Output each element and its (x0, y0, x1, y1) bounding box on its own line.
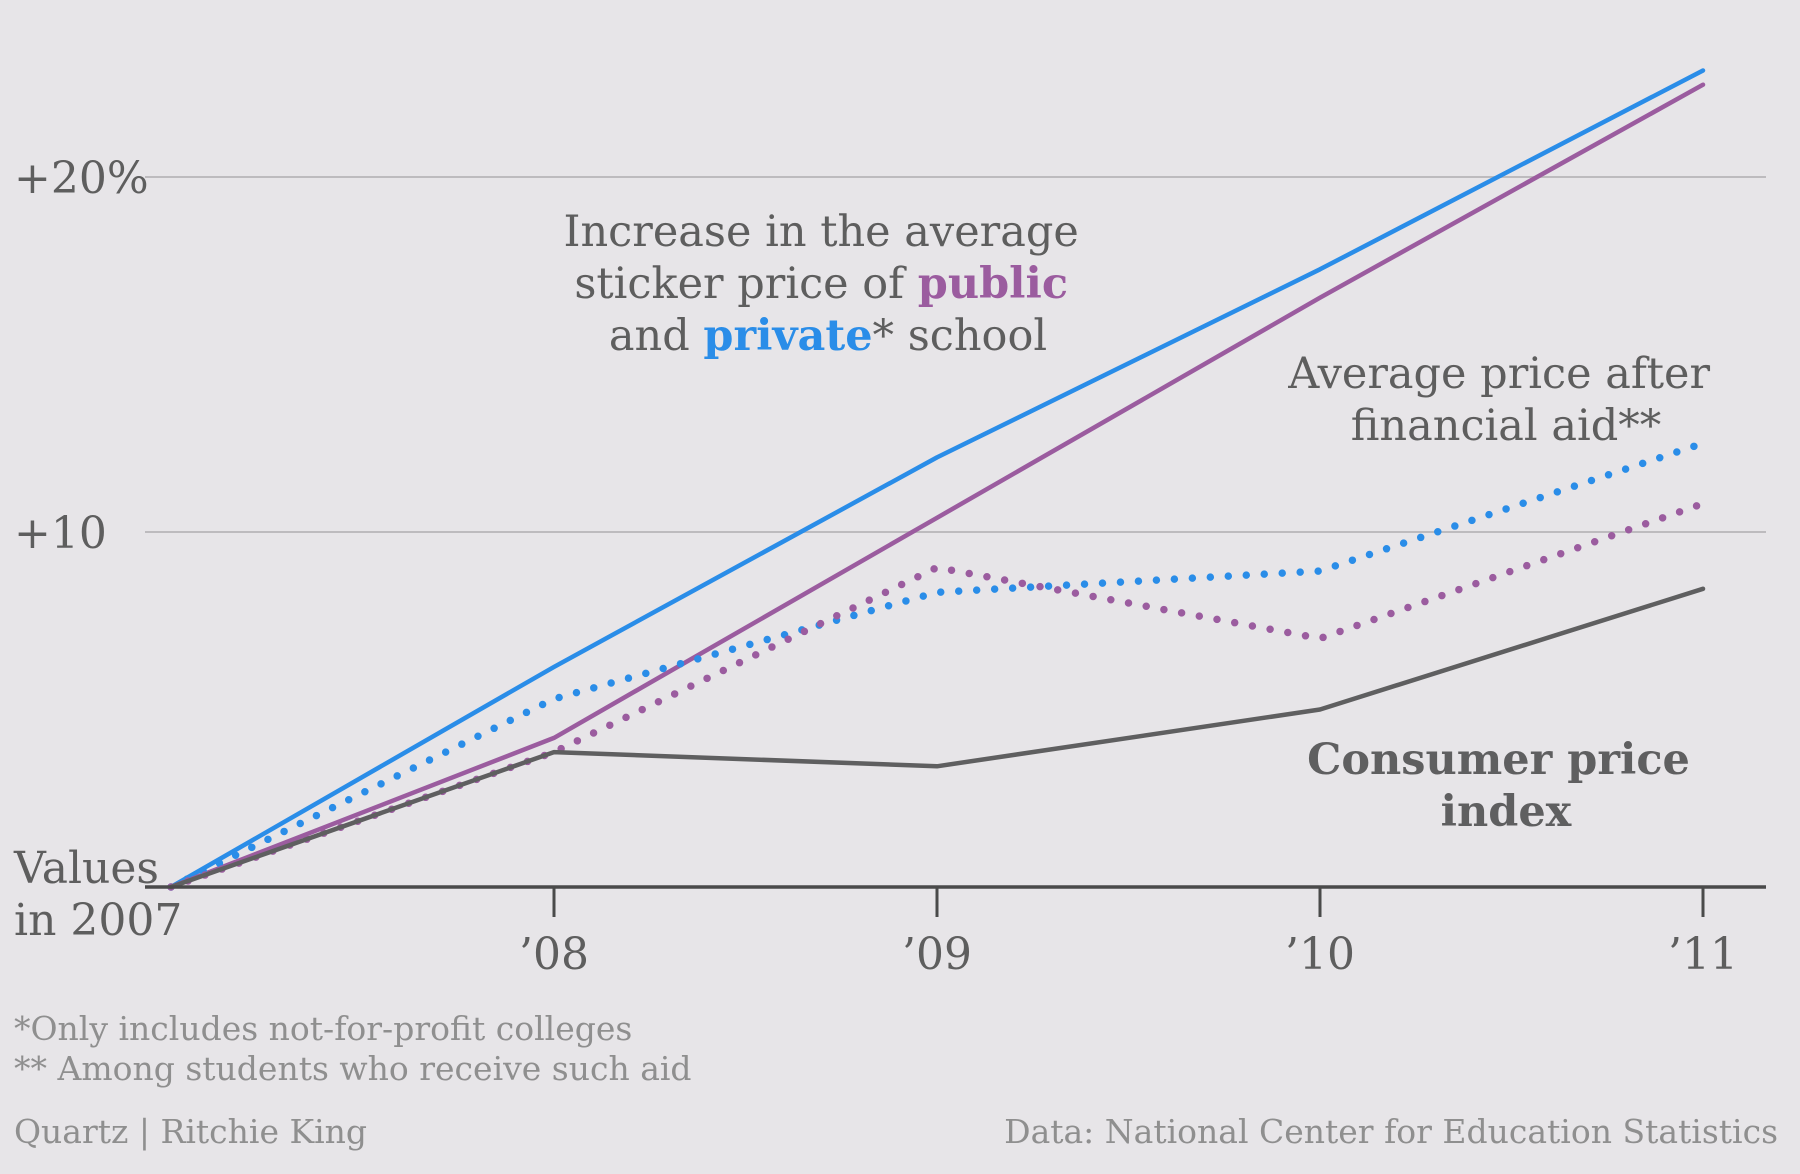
source: Data: National Center for Education Stat… (1004, 1112, 1778, 1151)
cpi-annotation-line2: index (1441, 787, 1572, 837)
aid-annotation-line1: Average price after (1287, 349, 1710, 399)
sticker-annotation: Increase in the average sticker price of… (564, 207, 1093, 361)
x-tick-label: ’10 (1285, 929, 1355, 980)
series-line-private-net (167, 439, 1707, 891)
y-tick-label: +20% (14, 153, 149, 204)
public-highlight: public (918, 259, 1068, 309)
sticker-annotation-line3: and (609, 311, 704, 361)
y-tick-label: +10 (14, 508, 107, 559)
cpi-annotation-line1: Consumer price (1307, 735, 1690, 785)
aid-annotation: Average price after financial aid** (1287, 349, 1723, 451)
x-tick-label: ’08 (519, 929, 589, 980)
sticker-annotation-line3-end: * school (873, 311, 1048, 361)
series-line-public-sticker (168, 82, 1706, 890)
series-lines (167, 68, 1707, 891)
aid-annotation-line2: financial aid** (1351, 401, 1662, 451)
footnote-1: *Only includes not-for-profit colleges (14, 1009, 632, 1048)
footnote-2: ** Among students who receive such aid (14, 1049, 692, 1088)
origin-label-line2: in 2007 (14, 895, 182, 946)
x-tick-label: ’11 (1668, 929, 1738, 980)
sticker-annotation-line2: sticker price of (574, 259, 917, 309)
sticker-annotation-line1: Increase in the average (564, 207, 1079, 257)
origin-label-line1: Values (13, 843, 159, 894)
series-line-private-sticker (168, 68, 1706, 890)
labels: +10 +20% ’08 ’09 ’10 ’11 (14, 153, 1738, 980)
private-highlight: private (703, 311, 872, 361)
cpi-annotation: Consumer price index (1307, 735, 1705, 837)
series-line-cpi (168, 586, 1706, 890)
origin-label: Values in 2007 (13, 843, 182, 946)
credit: Quartz | Ritchie King (14, 1112, 367, 1151)
x-axis (145, 885, 1766, 917)
x-tick-label: ’09 (902, 929, 972, 980)
